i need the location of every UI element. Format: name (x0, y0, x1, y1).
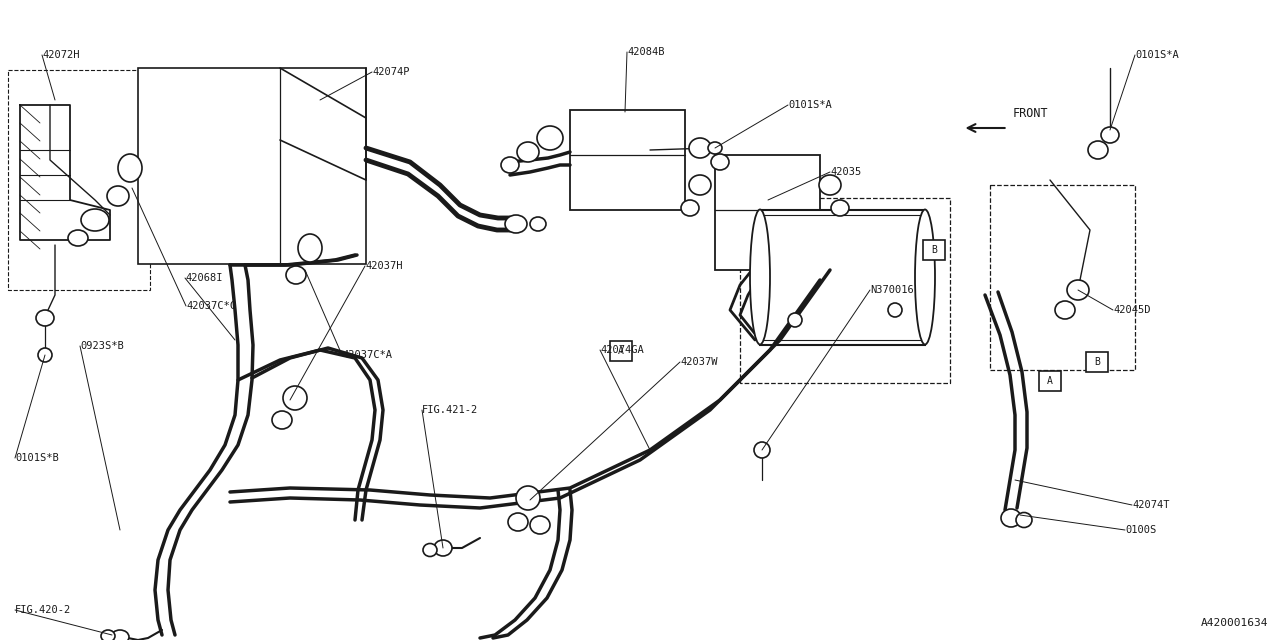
Ellipse shape (298, 234, 323, 262)
Text: 42084B: 42084B (627, 47, 664, 57)
Text: 42037W: 42037W (680, 357, 718, 367)
Ellipse shape (111, 630, 129, 640)
Ellipse shape (689, 175, 710, 195)
Bar (760, 210, 925, 345)
Bar (609, 340, 632, 361)
Text: 42035: 42035 (829, 167, 861, 177)
Ellipse shape (101, 630, 115, 640)
Text: 0101S*A: 0101S*A (1135, 50, 1179, 60)
Ellipse shape (273, 411, 292, 429)
Ellipse shape (506, 215, 527, 233)
Bar (8, 70, 150, 290)
Ellipse shape (689, 138, 710, 158)
Bar (716, 155, 820, 270)
Ellipse shape (750, 209, 771, 344)
Ellipse shape (1001, 509, 1021, 527)
Ellipse shape (500, 157, 518, 173)
Text: 0100S: 0100S (1125, 525, 1156, 535)
Ellipse shape (1016, 513, 1032, 527)
Ellipse shape (538, 126, 563, 150)
Text: 0101S*B: 0101S*B (15, 453, 59, 463)
Ellipse shape (68, 230, 88, 246)
Ellipse shape (508, 513, 529, 531)
Bar (1085, 351, 1108, 372)
Text: 42072H: 42072H (42, 50, 79, 60)
Text: 0923S*B: 0923S*B (79, 341, 124, 351)
Text: 0101S*A: 0101S*A (788, 100, 832, 110)
Text: 42037C*A: 42037C*A (342, 350, 392, 360)
Bar (923, 239, 946, 260)
Ellipse shape (283, 386, 307, 410)
Ellipse shape (285, 266, 306, 284)
Ellipse shape (517, 142, 539, 162)
Text: 42074GA: 42074GA (600, 345, 644, 355)
Text: A: A (618, 346, 623, 356)
Text: 42074P: 42074P (372, 67, 410, 77)
Text: FRONT: FRONT (1012, 107, 1048, 120)
Ellipse shape (819, 175, 841, 195)
Ellipse shape (434, 540, 452, 556)
Ellipse shape (831, 200, 849, 216)
Ellipse shape (1088, 141, 1108, 159)
Ellipse shape (1068, 280, 1089, 300)
Bar (570, 110, 685, 210)
Ellipse shape (36, 310, 54, 326)
Ellipse shape (108, 186, 129, 206)
Text: 42037C*C: 42037C*C (186, 301, 236, 311)
Bar (138, 68, 366, 264)
Text: 42074T: 42074T (1132, 500, 1170, 510)
Ellipse shape (1055, 301, 1075, 319)
Bar (740, 198, 950, 383)
Text: 42045D: 42045D (1114, 305, 1151, 315)
Text: A420001634: A420001634 (1201, 618, 1268, 628)
Ellipse shape (530, 217, 547, 231)
Ellipse shape (1101, 127, 1119, 143)
Text: FIG.421-2: FIG.421-2 (422, 405, 479, 415)
Text: FIG.420-2: FIG.420-2 (15, 605, 72, 615)
Bar (989, 185, 1135, 370)
Ellipse shape (915, 209, 934, 344)
Ellipse shape (708, 142, 722, 154)
Ellipse shape (422, 543, 436, 557)
Ellipse shape (788, 313, 803, 327)
Text: A: A (1047, 376, 1052, 386)
Ellipse shape (81, 209, 109, 231)
Ellipse shape (530, 516, 550, 534)
Text: B: B (1094, 356, 1100, 367)
Ellipse shape (516, 486, 540, 510)
Text: N370016: N370016 (870, 285, 914, 295)
Ellipse shape (710, 154, 730, 170)
Ellipse shape (681, 200, 699, 216)
Text: 42037H: 42037H (365, 261, 402, 271)
Ellipse shape (38, 348, 52, 362)
Ellipse shape (754, 442, 771, 458)
Ellipse shape (888, 303, 902, 317)
Ellipse shape (118, 154, 142, 182)
Text: B: B (932, 244, 937, 255)
Bar (1038, 371, 1061, 391)
Text: 42068I: 42068I (186, 273, 223, 283)
